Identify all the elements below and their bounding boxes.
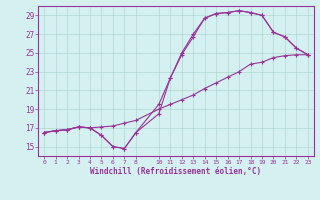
X-axis label: Windchill (Refroidissement éolien,°C): Windchill (Refroidissement éolien,°C) (91, 167, 261, 176)
